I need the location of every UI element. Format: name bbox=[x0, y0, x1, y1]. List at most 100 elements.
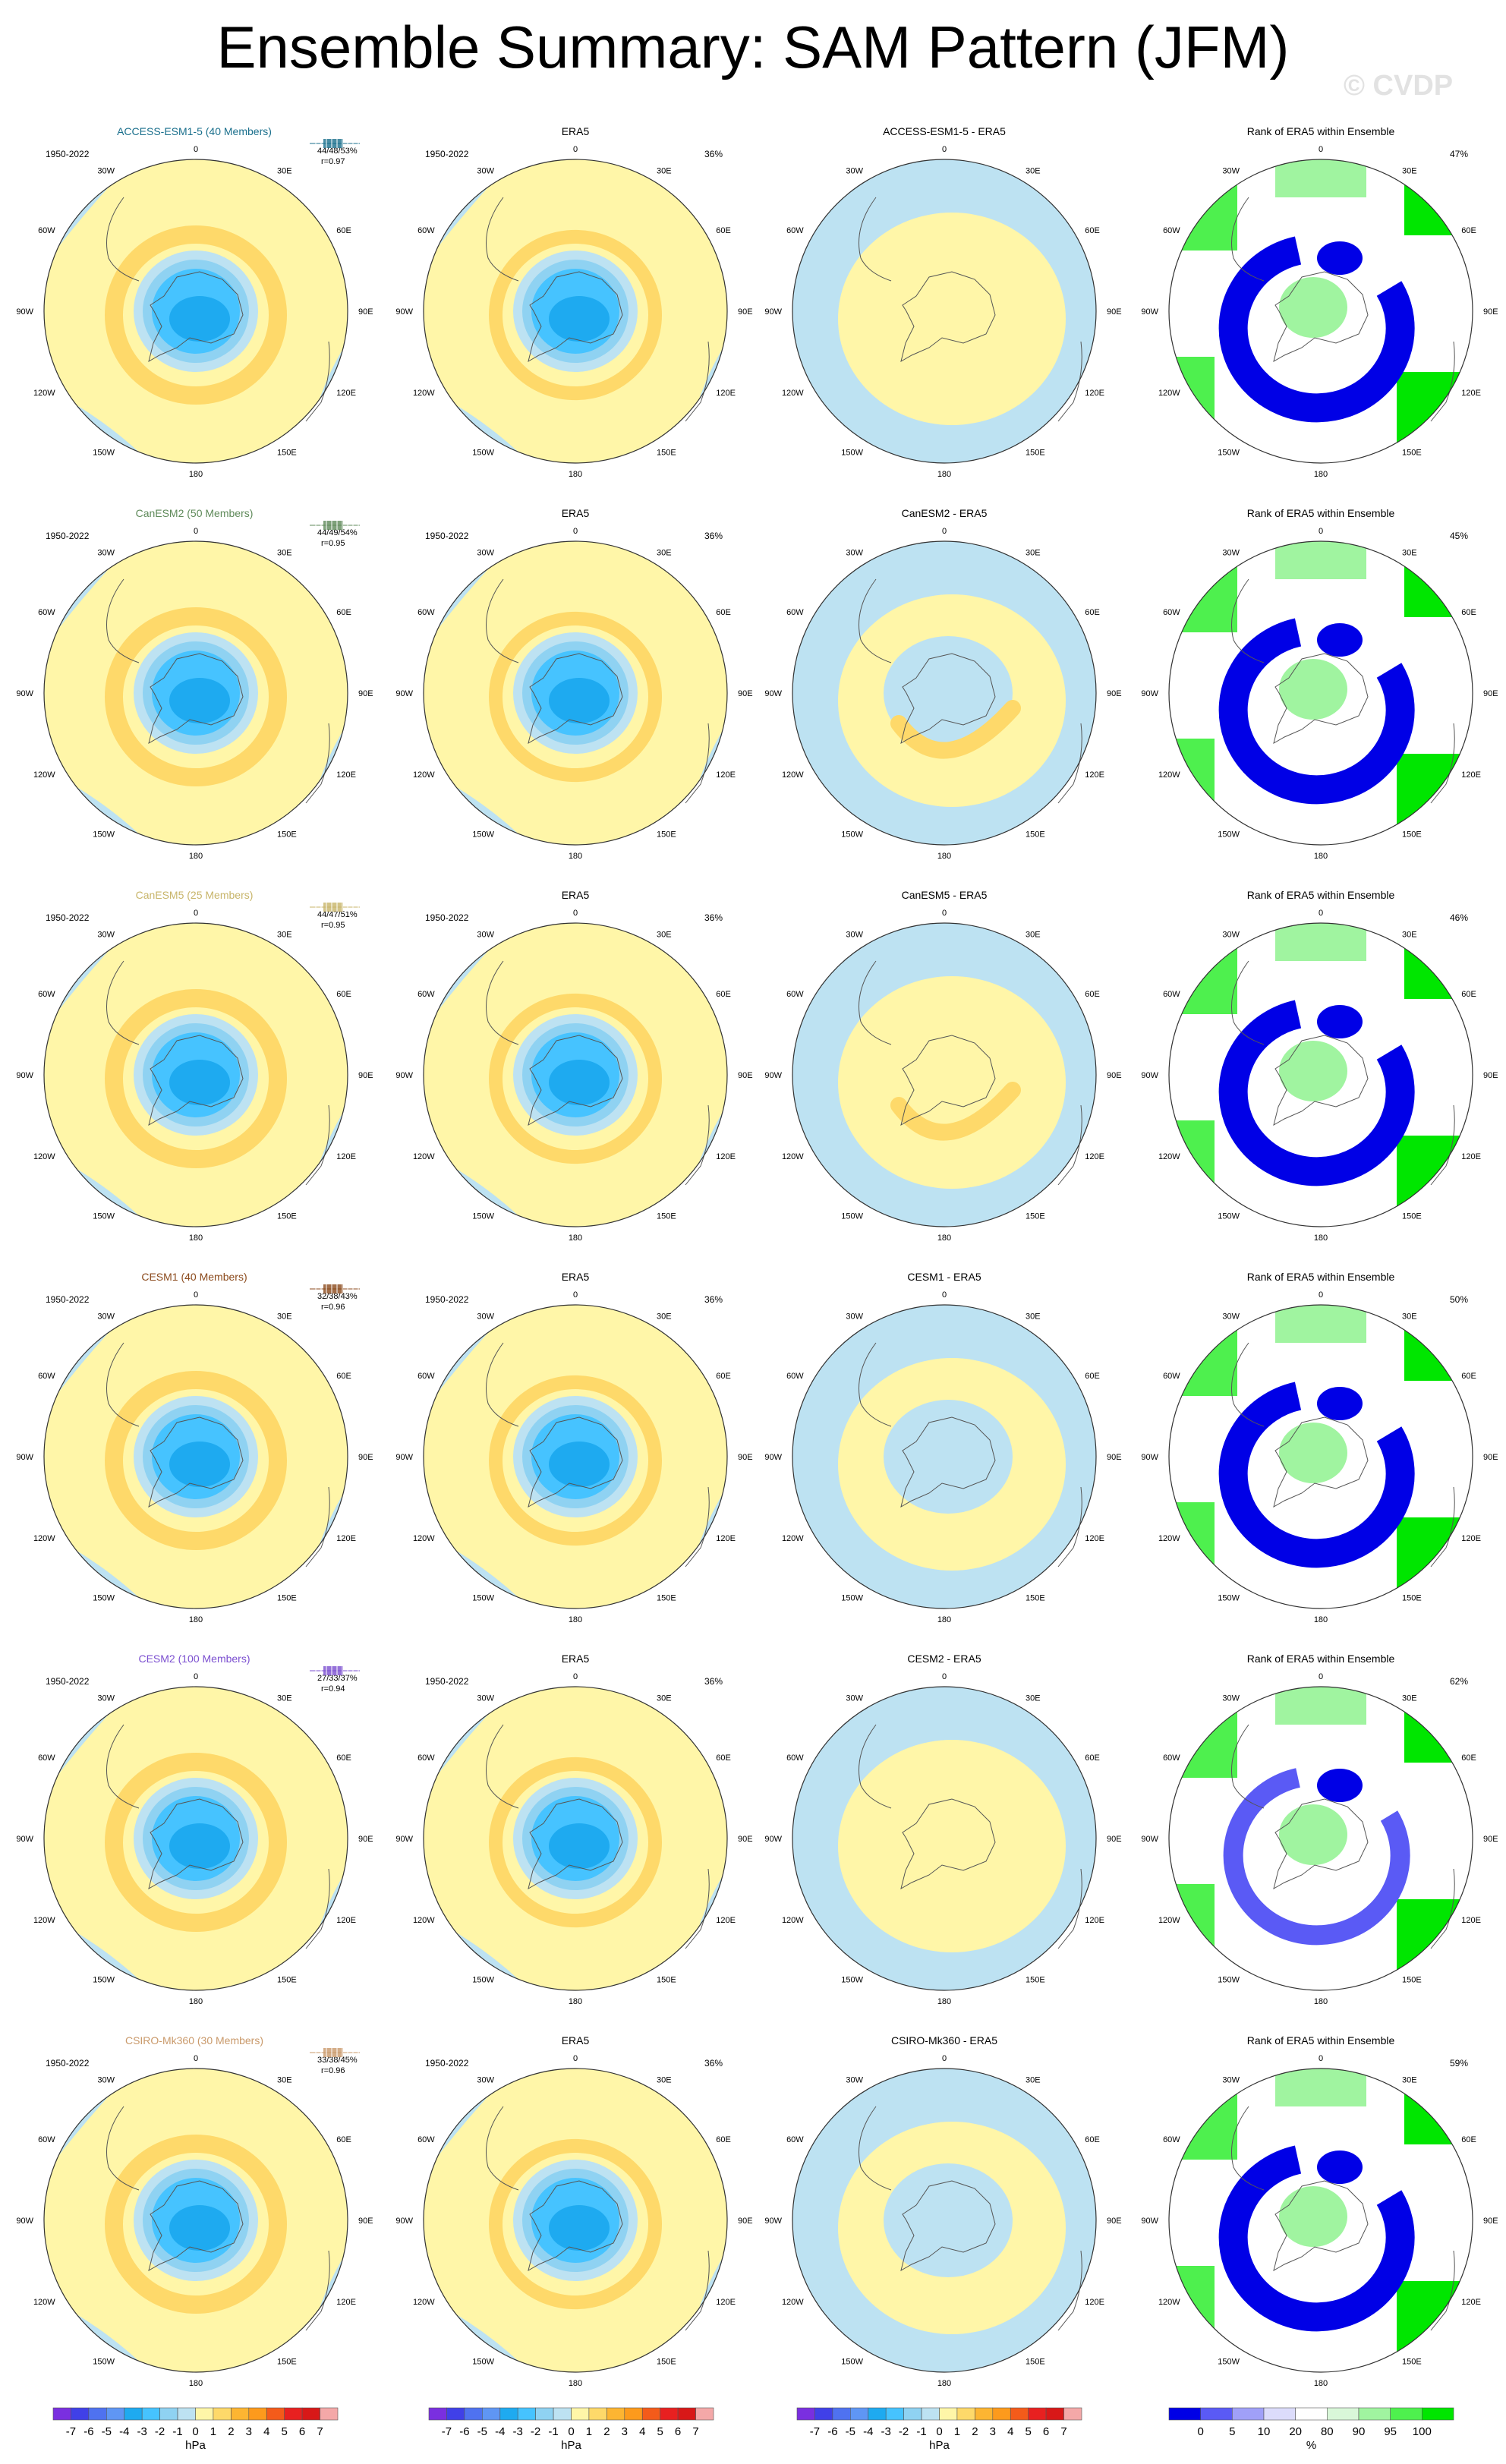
lon-label-180: 180 bbox=[569, 2379, 582, 2388]
map-border bbox=[1168, 1304, 1473, 1609]
map-border bbox=[423, 2068, 728, 2373]
map-border bbox=[43, 922, 348, 1227]
lon-label-30E: 30E bbox=[1026, 1312, 1041, 1322]
pct-stats: 32/38/43% bbox=[317, 1292, 358, 1301]
lon-label-120E: 120E bbox=[1461, 2298, 1481, 2307]
lon-label-90E: 90E bbox=[1107, 1835, 1122, 1844]
australia-outline bbox=[305, 341, 330, 422]
colorbar-swatch bbox=[481, 2407, 500, 2421]
colorbar-rank: 0 5 10 20 80 90 95 100% bbox=[1168, 2407, 1454, 2452]
lon-label-180: 180 bbox=[1314, 1997, 1328, 2006]
colorbar-swatch bbox=[868, 2407, 887, 2421]
colorbar-unit: hPa bbox=[185, 2439, 206, 2452]
ensemble-box bbox=[323, 1666, 343, 1675]
lon-label-60E: 60E bbox=[336, 608, 351, 617]
antarctica-outline bbox=[1273, 271, 1369, 363]
south-america-outline bbox=[859, 197, 892, 282]
lon-label-90E: 90E bbox=[738, 1835, 753, 1844]
south-america-outline bbox=[1231, 197, 1265, 282]
lon-label-30W: 30W bbox=[1222, 549, 1240, 558]
lon-label-60W: 60W bbox=[1163, 2135, 1180, 2144]
lon-label-180: 180 bbox=[937, 852, 951, 861]
colorbar-tick-label: -7 bbox=[810, 2425, 820, 2438]
lon-label-30W: 30W bbox=[477, 2076, 494, 2085]
colorbar-swatch bbox=[553, 2407, 572, 2421]
lon-label-0: 0 bbox=[1319, 527, 1323, 536]
lon-label-120E: 120E bbox=[1085, 389, 1104, 398]
lon-label-150E: 150E bbox=[277, 448, 297, 457]
colorbar-swatch bbox=[1263, 2407, 1296, 2421]
rank-low-region bbox=[1317, 1005, 1363, 1038]
lon-label-60E: 60E bbox=[716, 990, 731, 999]
lon-label-90E: 90E bbox=[738, 2217, 753, 2226]
colorbar-tick-label: 6 bbox=[299, 2425, 305, 2438]
lon-label-150W: 150W bbox=[841, 830, 863, 839]
panel-row5-col3: 0 30E 60E 90E 120E 150E 180 150W 120W 90W 60W 30W CE… bbox=[764, 1653, 1121, 2006]
colorbar-swatch bbox=[320, 2407, 339, 2421]
diff-inner-region bbox=[884, 1400, 1013, 1514]
lon-label-120W: 120W bbox=[1158, 1152, 1180, 1161]
lon-label-120E: 120E bbox=[1461, 1152, 1481, 1161]
rank-low-band bbox=[1218, 618, 1415, 805]
lon-label-150W: 150W bbox=[93, 830, 115, 839]
rank-high-region bbox=[1275, 1687, 1366, 1725]
period-label: 1950-2022 bbox=[425, 531, 469, 541]
antarctica-outline bbox=[148, 2180, 244, 2272]
antarctica-outline bbox=[148, 1416, 244, 1508]
lon-label-0: 0 bbox=[194, 145, 198, 154]
colorbar-swatch bbox=[1327, 2407, 1359, 2421]
lon-label-150W: 150W bbox=[1218, 830, 1240, 839]
colorbar-tick-label: 3 bbox=[622, 2425, 628, 2438]
lon-label-30W: 30W bbox=[1222, 167, 1240, 176]
diff-inner-region bbox=[884, 636, 1013, 750]
colorbar-swatch bbox=[1422, 2407, 1454, 2421]
lon-label-120E: 120E bbox=[336, 770, 356, 780]
lon-label-150W: 150W bbox=[841, 1975, 863, 1984]
lon-label-150W: 150W bbox=[841, 1212, 863, 1221]
period-label: 1950-2022 bbox=[425, 912, 469, 923]
colorbar-tick-label: -2 bbox=[531, 2425, 540, 2438]
diff-inner-region bbox=[884, 2163, 1013, 2277]
rank-center bbox=[1279, 2186, 1347, 2247]
lon-label-120E: 120E bbox=[1085, 1534, 1104, 1543]
lon-label-120W: 120W bbox=[33, 770, 55, 780]
rank-center bbox=[1279, 659, 1347, 720]
panel-row6-col4: 0 30E 60E 90E 120E 150E 180 150W 120W 90W 60W 30W Ra… bbox=[1141, 2034, 1498, 2388]
field-low-4 bbox=[549, 1442, 610, 1487]
lon-label-150W: 150W bbox=[1218, 1593, 1240, 1602]
panel-row5-col1: 0 30E 60E 90E 120E 150E 180 150W 120W 90W 60W 30W CE… bbox=[16, 1653, 373, 2006]
pct-stats: 27/33/37% bbox=[317, 1674, 358, 1683]
lon-label-60W: 60W bbox=[417, 2135, 435, 2144]
rank-high-region bbox=[1275, 159, 1366, 197]
colorbar-swatch bbox=[1063, 2407, 1082, 2421]
map-border bbox=[423, 922, 728, 1227]
lon-label-90W: 90W bbox=[764, 2217, 782, 2226]
lon-label-90W: 90W bbox=[395, 1071, 413, 1080]
colorbar-tick-label: -6 bbox=[83, 2425, 93, 2438]
colorbar-swatch bbox=[832, 2407, 851, 2421]
rank-title: Rank of ERA5 within Ensemble bbox=[1247, 507, 1395, 519]
map-border bbox=[423, 540, 728, 846]
colorbar-swatch bbox=[213, 2407, 232, 2421]
lon-label-180: 180 bbox=[189, 852, 203, 861]
australia-outline bbox=[1057, 1486, 1082, 1568]
antarctica-outline bbox=[900, 271, 996, 363]
lon-label-120E: 120E bbox=[1461, 1534, 1481, 1543]
era5-pct: 36% bbox=[704, 1294, 723, 1305]
lon-label-120W: 120W bbox=[1158, 2298, 1180, 2307]
rank-low-region bbox=[1317, 2150, 1363, 2184]
colorbar-swatch bbox=[1200, 2407, 1233, 2421]
south-america-outline bbox=[486, 578, 519, 663]
panel-row3-col1: 0 30E 60E 90E 120E 150E 180 150W 120W 90W 60W 30W Ca… bbox=[16, 889, 373, 1243]
model-title: CESM1 (40 Members) bbox=[141, 1271, 247, 1283]
rank-low-band bbox=[1218, 236, 1415, 423]
lon-label-30W: 30W bbox=[846, 549, 863, 558]
lon-label-120E: 120E bbox=[336, 1534, 356, 1543]
period-label: 1950-2022 bbox=[46, 149, 90, 159]
rank-center bbox=[1279, 277, 1347, 338]
colorbar-swatch bbox=[177, 2407, 196, 2421]
rank-title: Rank of ERA5 within Ensemble bbox=[1247, 1271, 1395, 1283]
period-label: 1950-2022 bbox=[425, 1676, 469, 1687]
lon-label-90E: 90E bbox=[1483, 1835, 1498, 1844]
colorbar-swatch bbox=[106, 2407, 125, 2421]
